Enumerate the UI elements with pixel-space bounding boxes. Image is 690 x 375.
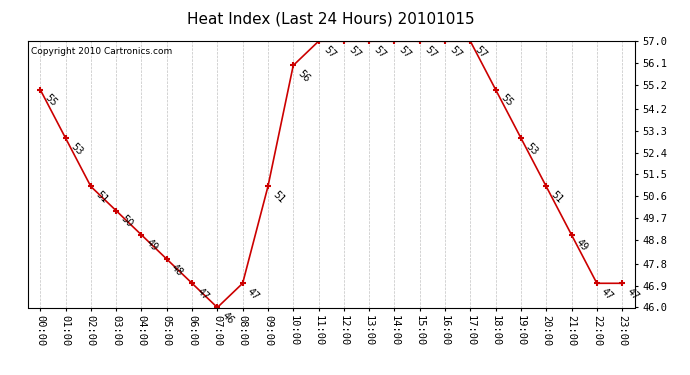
Text: Copyright 2010 Cartronics.com: Copyright 2010 Cartronics.com (30, 46, 172, 56)
Text: 50: 50 (119, 213, 135, 229)
Text: 57: 57 (422, 44, 438, 60)
Text: 57: 57 (322, 44, 337, 60)
Text: 48: 48 (170, 262, 185, 278)
Text: 57: 57 (372, 44, 388, 60)
Text: 57: 57 (448, 44, 464, 60)
Text: 55: 55 (43, 92, 59, 108)
Text: 57: 57 (397, 44, 413, 60)
Text: 47: 47 (195, 286, 210, 302)
Text: 53: 53 (68, 141, 84, 157)
Text: 47: 47 (600, 286, 615, 302)
Text: 51: 51 (549, 189, 565, 205)
Text: 56: 56 (296, 68, 312, 84)
Text: 46: 46 (220, 310, 236, 326)
Text: Heat Index (Last 24 Hours) 20101015: Heat Index (Last 24 Hours) 20101015 (188, 11, 475, 26)
Text: 51: 51 (270, 189, 286, 205)
Text: 47: 47 (625, 286, 641, 302)
Text: 53: 53 (524, 141, 540, 157)
Text: 55: 55 (498, 92, 514, 108)
Text: 49: 49 (574, 238, 590, 254)
Text: 57: 57 (346, 44, 362, 60)
Text: 47: 47 (246, 286, 262, 302)
Text: 57: 57 (473, 44, 489, 60)
Text: 49: 49 (144, 238, 160, 254)
Text: 51: 51 (94, 189, 110, 205)
